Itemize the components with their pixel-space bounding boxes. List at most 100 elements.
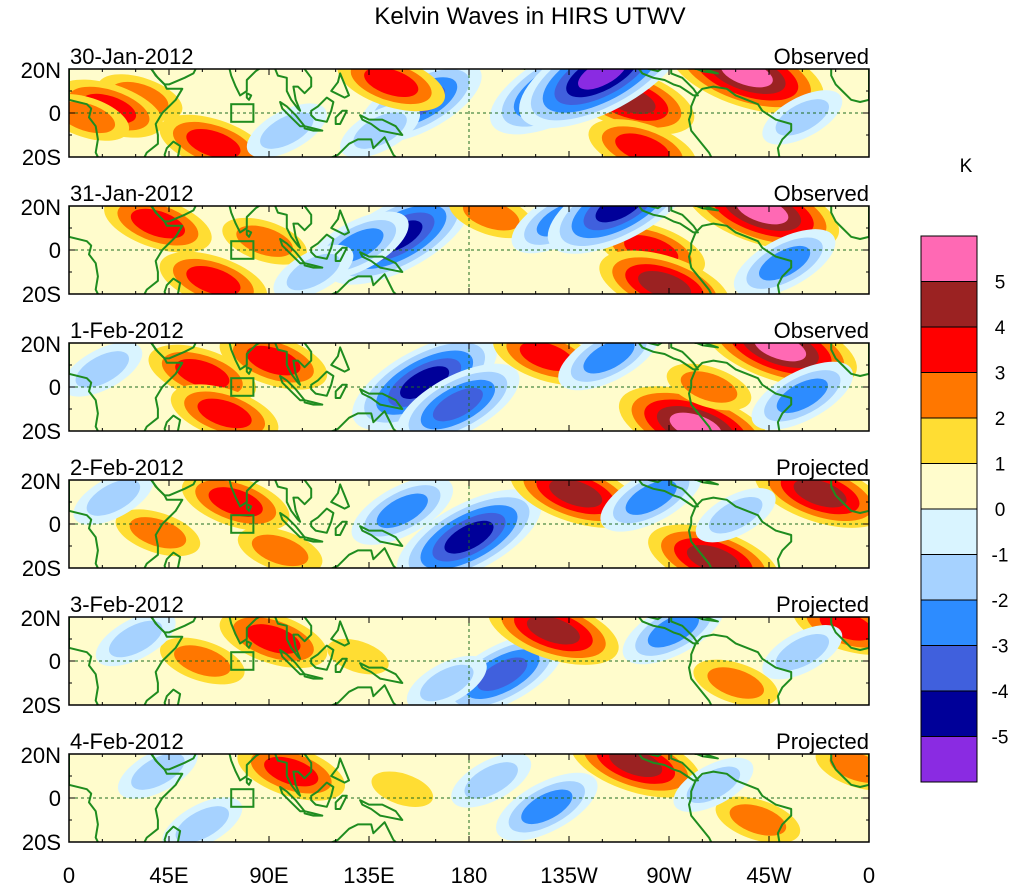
y-tick-label: 0 bbox=[49, 786, 61, 811]
coastline bbox=[637, 480, 699, 508]
coastline bbox=[245, 640, 253, 649]
anomaly-contour bbox=[775, 99, 830, 136]
coastline bbox=[150, 206, 197, 223]
coastline bbox=[163, 688, 182, 705]
anomaly-contour bbox=[583, 343, 635, 374]
coastline bbox=[830, 206, 869, 240]
coastline bbox=[303, 673, 324, 680]
y-tick-label: 20N bbox=[21, 743, 61, 768]
colorbar-label: 0 bbox=[995, 500, 1006, 521]
colorbar-swatch bbox=[920, 645, 978, 692]
coastline bbox=[245, 229, 253, 238]
coastline bbox=[303, 399, 324, 406]
coastline bbox=[310, 507, 335, 534]
x-tick-label: 0 bbox=[63, 863, 75, 887]
anomaly-contour bbox=[432, 387, 483, 422]
panel-status: Observed bbox=[774, 44, 869, 69]
panel-date: 31-Jan-2012 bbox=[70, 181, 194, 206]
colorbar-label: -3 bbox=[992, 637, 1009, 658]
coastline bbox=[330, 757, 350, 784]
coastline bbox=[274, 343, 313, 386]
panel-date: 2-Feb-2012 bbox=[70, 455, 184, 480]
anomaly-contour bbox=[519, 343, 574, 372]
coastline bbox=[830, 480, 869, 514]
y-tick-label: 20S bbox=[22, 145, 61, 170]
coastline bbox=[279, 786, 306, 813]
x-tick-label: 45W bbox=[746, 863, 791, 887]
coastline bbox=[310, 96, 335, 123]
coastline bbox=[303, 536, 324, 543]
panel: 20N 0 20S 4-Feb-2012 Projected bbox=[21, 729, 870, 855]
coastline bbox=[688, 770, 793, 842]
anomaly-field bbox=[104, 206, 840, 294]
coastline bbox=[163, 277, 182, 294]
coastline bbox=[150, 754, 197, 771]
coastline bbox=[334, 657, 348, 673]
anomaly-contour bbox=[197, 398, 252, 429]
colorbar-label: 1 bbox=[995, 455, 1006, 476]
coastline bbox=[334, 246, 348, 262]
coastline bbox=[150, 69, 197, 86]
anomaly-contour bbox=[775, 633, 830, 671]
coastline bbox=[637, 69, 699, 97]
x-axis: 0 45E 90E 135E 180 135W 90W 45W 0 bbox=[63, 863, 875, 887]
coastline bbox=[228, 754, 261, 782]
coastline bbox=[830, 343, 869, 377]
anomaly-contour bbox=[186, 128, 241, 157]
coastline bbox=[228, 69, 261, 97]
anomaly-contour bbox=[286, 253, 341, 291]
anomaly-contour bbox=[186, 265, 241, 294]
panel-status: Projected bbox=[776, 455, 869, 480]
panel: 20N 0 20S 31-Jan-2012 Observed bbox=[21, 181, 870, 307]
panel-status: Observed bbox=[774, 318, 869, 343]
colorbar-label: 4 bbox=[995, 318, 1006, 339]
y-tick-label: 0 bbox=[49, 512, 61, 537]
coastline bbox=[279, 649, 306, 676]
x-tick-label: 90E bbox=[249, 863, 288, 887]
anomaly-contour bbox=[86, 480, 141, 516]
anomaly-contour bbox=[251, 534, 309, 567]
anomaly-contour bbox=[625, 480, 677, 515]
coastline bbox=[310, 644, 335, 671]
coastline bbox=[330, 136, 398, 157]
colorbar-swatch bbox=[920, 463, 978, 510]
x-tick-label: 90W bbox=[646, 863, 691, 887]
colorbar-label: 3 bbox=[995, 364, 1006, 385]
panel-status: Observed bbox=[774, 181, 869, 206]
anomaly-contour bbox=[729, 804, 787, 836]
coastline bbox=[303, 262, 324, 269]
anomaly-contour bbox=[477, 657, 528, 691]
colorbar-swatches bbox=[920, 235, 978, 783]
x-tick-label: 180 bbox=[451, 863, 488, 887]
coastlines bbox=[69, 480, 869, 568]
anomaly-contour bbox=[578, 69, 627, 90]
coastline bbox=[330, 620, 350, 647]
anomaly-contour bbox=[526, 617, 580, 645]
panel-stack: 20N 0 20S 30-Jan-2012 Observed 20N 0 20S 31-Jan-… bbox=[21, 44, 870, 855]
anomaly-field bbox=[95, 617, 869, 705]
colorbar-swatch bbox=[920, 690, 978, 737]
coastline bbox=[692, 343, 719, 349]
anomaly-contour bbox=[131, 754, 185, 790]
y-tick-label: 0 bbox=[49, 238, 61, 263]
coastline bbox=[330, 684, 398, 705]
anomaly-contour bbox=[420, 664, 474, 702]
coastline bbox=[688, 359, 793, 431]
anomaly-field bbox=[69, 343, 857, 431]
panel: 20N 0 20S 2-Feb-2012 Projected bbox=[21, 455, 870, 581]
colorbar-swatch bbox=[920, 417, 978, 464]
anomaly-contour bbox=[75, 351, 130, 388]
coastline bbox=[637, 617, 699, 645]
coastline bbox=[688, 85, 793, 157]
y-tick-label: 20N bbox=[21, 195, 61, 220]
anomaly-contour bbox=[708, 496, 763, 534]
coastline bbox=[359, 662, 404, 684]
y-tick-label: 20S bbox=[22, 693, 61, 718]
coastline bbox=[310, 233, 335, 260]
coastline bbox=[637, 343, 699, 371]
figure-title: Kelvin Waves in HIRS UTWV bbox=[374, 3, 685, 30]
coastline bbox=[150, 343, 197, 360]
x-tick-label: 0 bbox=[863, 863, 875, 887]
coastline bbox=[274, 617, 313, 660]
colorbar-label: 5 bbox=[995, 273, 1006, 294]
